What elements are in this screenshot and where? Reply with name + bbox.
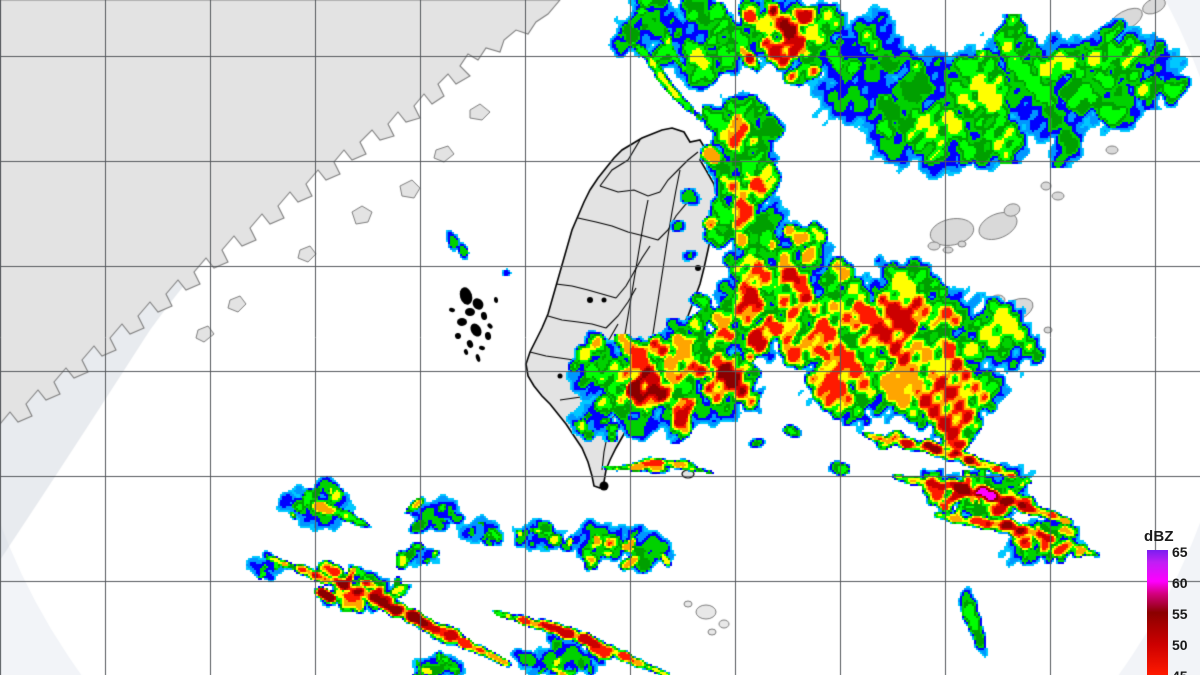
legend-tick-50: 50 [1172, 637, 1188, 653]
legend-tick-list: 65 60 55 50 45 [1172, 545, 1200, 675]
legend-tick-55: 55 [1172, 606, 1188, 622]
legend-colorbar [1147, 550, 1168, 675]
dbz-color-legend: dBZ 65 60 55 50 45 [1136, 528, 1200, 675]
legend-tick-45: 45 [1172, 669, 1188, 675]
legend-title: dBZ [1144, 528, 1174, 545]
legend-tick-65: 65 [1172, 544, 1188, 560]
legend-tick-60: 60 [1172, 575, 1188, 591]
